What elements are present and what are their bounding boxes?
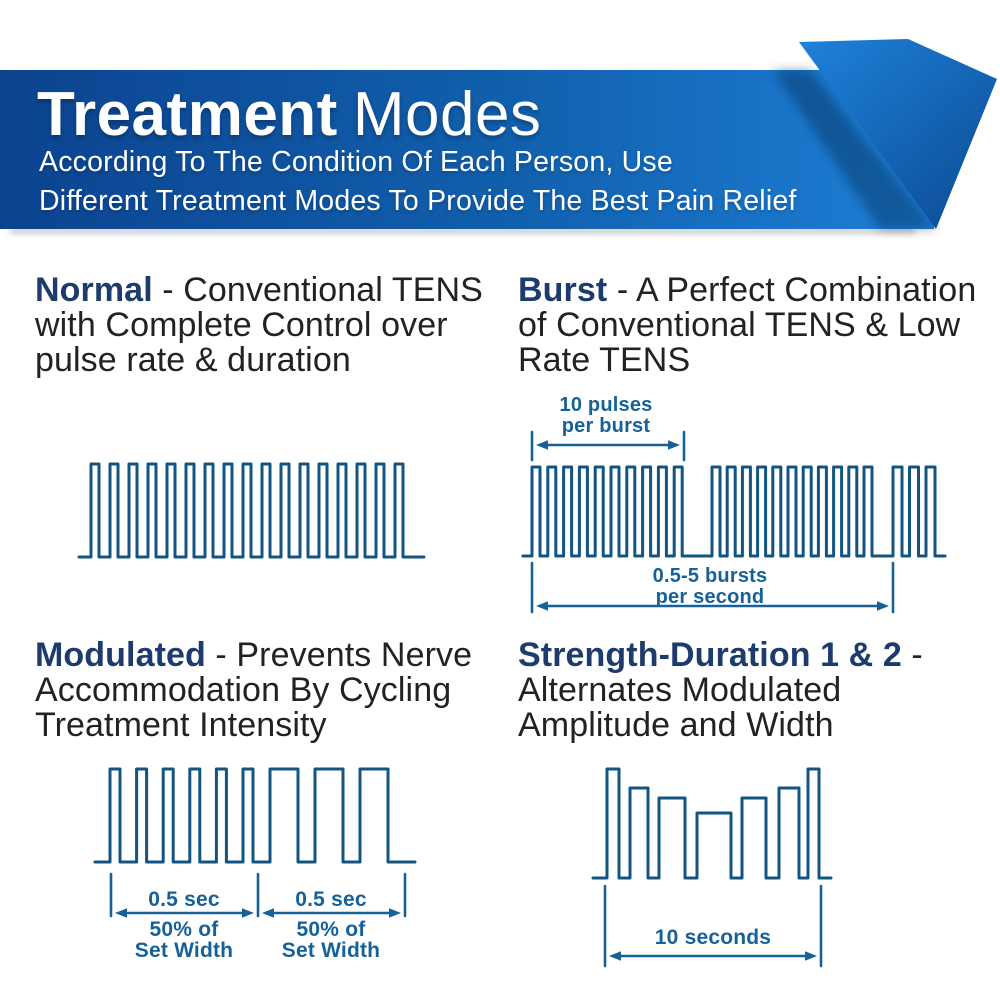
bursts-per-second-arrow-head-left xyxy=(536,601,548,611)
section-burst-text: Burst - A Perfect Combination of Convent… xyxy=(518,273,996,378)
section-modulated-separator: - xyxy=(205,636,237,674)
section-normal-title: Normal xyxy=(35,271,153,309)
modulated-waveform xyxy=(93,767,417,864)
pulses-per-burst-arrow-head-left xyxy=(536,440,548,450)
page-title: Treatment Modes xyxy=(37,82,541,148)
modulated-segment1-arrow-head-right xyxy=(242,908,254,918)
section-burst-description: A Perfect Combination of Conventional TE… xyxy=(518,271,977,379)
bursts-per-second-label-line-2: per second xyxy=(656,586,765,608)
ribbon-fold-shadow xyxy=(773,70,936,229)
ten-seconds-arrow-head-right xyxy=(805,951,817,961)
modulated-segment1-arrow-head-left xyxy=(115,908,127,918)
section-burst-separator: - xyxy=(607,271,636,309)
bursts-per-second-label-line-1: 0.5-5 bursts xyxy=(653,565,768,587)
modulated-segment2-width-label-line-2: Set Width xyxy=(282,939,380,962)
ten-seconds-label: 10 seconds xyxy=(655,926,771,949)
pulses-per-burst-label-line-1: 10 pulses xyxy=(560,394,653,416)
section-strength-duration-description: Alternates Modulated Amplitude and Width xyxy=(518,671,842,744)
normal-waveform xyxy=(77,462,426,559)
section-strength-duration-text: Strength-Duration 1 & 2 - Alternates Mod… xyxy=(518,638,996,743)
section-modulated-description: Prevents Nerve Accommodation By Cycling … xyxy=(35,636,473,744)
modulated-segment1-width-label-line-2: Set Width xyxy=(135,939,233,962)
page-title-light: Modes xyxy=(352,80,542,149)
page-title-strong: Treatment xyxy=(37,80,338,149)
bursts-per-second-arrow-head-right xyxy=(877,601,889,611)
banner-subtitle-line-1: According To The Condition Of Each Perso… xyxy=(39,146,673,178)
banner-subtitle-line-2: Different Treatment Modes To Provide The… xyxy=(39,185,797,217)
banner-bottom-shadow xyxy=(10,228,915,234)
section-burst-title: Burst xyxy=(518,271,608,309)
modulated-segment2-time-label: 0.5 sec xyxy=(295,888,367,911)
pulses-per-burst-arrow-head-right xyxy=(668,440,680,450)
strength-duration-waveform xyxy=(591,767,833,880)
pulses-per-burst-label-line-2: per burst xyxy=(562,415,651,437)
modulated-segment2-arrow-head-left xyxy=(262,908,274,918)
banner-ribbon-graphic xyxy=(0,39,997,234)
section-normal-description: Conventional TENS with Complete Control … xyxy=(35,271,483,379)
section-strength-duration-title: Strength-Duration 1 & 2 xyxy=(518,636,902,674)
modulated-segment1-width-label-line-1: 50% of xyxy=(150,918,220,941)
banner-ribbon xyxy=(0,70,934,229)
modulated-segment2-width-label-line-1: 50% of xyxy=(297,918,367,941)
section-normal-separator: - xyxy=(152,271,184,309)
ribbon-fold-arrow xyxy=(799,39,997,229)
section-normal-text: Normal - Conventional TENS with Complete… xyxy=(35,273,500,378)
section-modulated-title: Modulated xyxy=(35,636,206,674)
burst-waveform xyxy=(521,465,947,558)
ten-seconds-arrow-head-left xyxy=(609,951,621,961)
section-strength-duration-separator: - xyxy=(901,636,923,674)
section-modulated-text: Modulated - Prevents Nerve Accommodation… xyxy=(35,638,500,743)
modulated-segment1-time-label: 0.5 sec xyxy=(148,888,220,911)
modulated-segment2-arrow-head-right xyxy=(389,908,401,918)
